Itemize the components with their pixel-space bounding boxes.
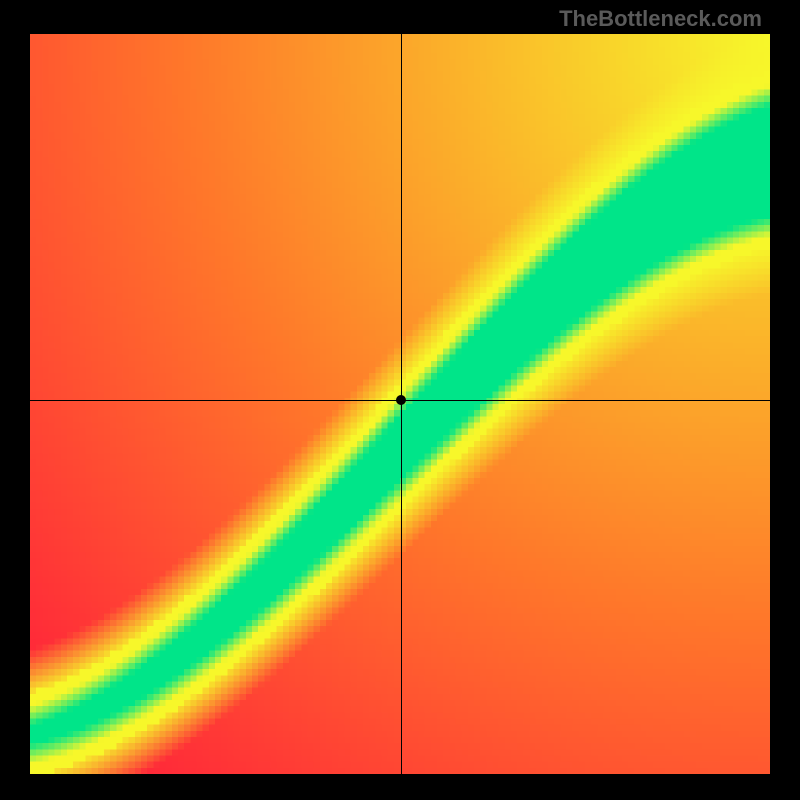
watermark-text: TheBottleneck.com <box>559 6 762 32</box>
